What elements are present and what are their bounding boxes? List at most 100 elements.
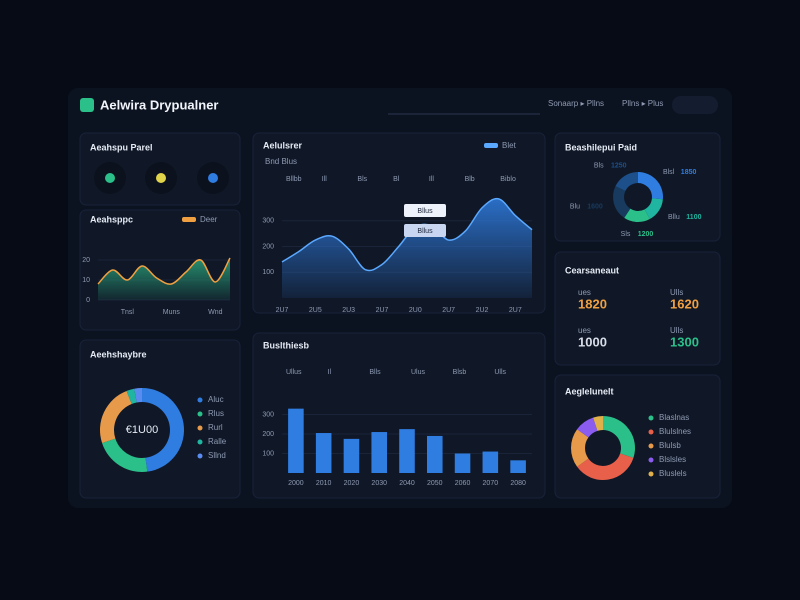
filter: Blsb: [453, 369, 467, 376]
legend-label: Aluc: [208, 395, 224, 404]
legend-marker: [648, 415, 654, 421]
bar: [399, 429, 415, 473]
filter: Blb: [465, 176, 475, 183]
donut-label: Blsl: [663, 169, 675, 176]
legend-marker: [484, 143, 498, 148]
filter: Il: [328, 369, 332, 376]
donut-label: Sls: [621, 231, 631, 238]
donut-segment: [571, 429, 589, 467]
legend-marker: [648, 429, 654, 435]
donut-value: 1850: [681, 169, 697, 176]
bar: [510, 460, 526, 473]
donut-segment: [615, 172, 638, 191]
x-tick-label: 2U5: [309, 307, 322, 314]
x-tick-label: Wnd: [208, 309, 223, 316]
legend-marker: [648, 457, 654, 463]
x-tick-label: 2U7: [276, 307, 289, 314]
donut-value: 1100: [686, 214, 701, 221]
donut-segment: [603, 416, 635, 458]
y-tick-label: 100: [262, 269, 274, 276]
legend-label: Blulslnes: [659, 427, 691, 436]
donut-value: 1600: [587, 204, 603, 211]
legend-marker: [197, 411, 203, 417]
x-tick-label: 2U7: [442, 307, 455, 314]
legend-label: Blulsb: [659, 441, 681, 450]
y-tick-label: 100: [262, 450, 274, 457]
filter: Ill: [322, 176, 328, 183]
legend-label: Blaslnas: [659, 413, 689, 422]
tooltip: [404, 204, 446, 217]
x-tick-label: 2000: [288, 480, 304, 487]
legend-marker: [182, 217, 196, 222]
panel-title: Beashilepui Paid: [565, 142, 637, 152]
legend-marker: [197, 397, 203, 403]
y-tick-label: 10: [82, 277, 90, 284]
stat-label: ues: [578, 326, 591, 335]
panel: [554, 132, 721, 242]
donut-segment: [102, 438, 148, 472]
legend-label: Sllnd: [208, 451, 226, 460]
donut-segment: [638, 172, 663, 200]
stat-label: ues: [578, 288, 591, 297]
filter: Bllbb: [286, 176, 302, 183]
legend-label: Rurl: [208, 423, 223, 432]
tooltip-text: Bllus: [417, 228, 433, 235]
tooltip-text: Bllus: [417, 208, 433, 215]
legend-label: Blslsles: [659, 455, 686, 464]
x-tick-label: 2030: [371, 480, 387, 487]
filter: Biblo: [500, 176, 516, 183]
filter: Bls: [357, 176, 367, 183]
legend-label: Deer: [200, 215, 218, 224]
x-tick-label: Muns: [163, 309, 181, 316]
status-dot: [208, 173, 218, 183]
logo: [80, 98, 94, 112]
stat-label: Ulls: [670, 326, 683, 335]
legend-label: Blet: [502, 141, 517, 150]
y-tick-label: 20: [82, 257, 90, 264]
legend-label: Bluslels: [659, 469, 687, 478]
legend-marker: [197, 425, 203, 431]
donut-segment: [613, 186, 631, 218]
x-tick-label: 2U7: [509, 307, 522, 314]
donut-segment: [126, 388, 137, 404]
subtitle: Bnd Blus: [265, 157, 297, 166]
bar: [427, 435, 443, 473]
x-tick-label: 2070: [483, 480, 499, 487]
x-tick-label: 2060: [455, 480, 471, 487]
y-tick-label: 0: [86, 297, 90, 304]
donut-label: Bls: [594, 163, 604, 170]
stat-label: Ulls: [670, 288, 683, 297]
legend-label: Rlus: [208, 409, 224, 418]
y-tick-label: 300: [262, 411, 274, 418]
panel-title: Aeahsppc: [90, 214, 133, 224]
x-tick-label: 2U2: [476, 307, 489, 314]
app-title: Aelwira Drypualner: [100, 97, 219, 112]
nav-item[interactable]: Pllns ▸ Plus: [622, 99, 663, 108]
bar: [482, 451, 499, 473]
x-tick-label: 2020: [344, 480, 360, 487]
nav-item[interactable]: Sonaarp ▸ Pllns: [548, 99, 604, 108]
area: [98, 258, 230, 300]
donut-segment: [100, 390, 132, 443]
filter: Ill: [429, 176, 435, 183]
stat-value: 1620: [670, 296, 699, 311]
panel: [554, 251, 721, 366]
bar: [288, 408, 304, 473]
y-tick-label: 300: [262, 218, 274, 225]
donut-segment: [593, 416, 603, 431]
search[interactable]: [672, 96, 718, 114]
status-dot: [105, 173, 115, 183]
x-tick-label: 2040: [399, 480, 415, 487]
panel-title: Aeahspu Parel: [90, 142, 153, 152]
donut-value: 1250: [611, 163, 627, 170]
donut-center: €1U00: [126, 424, 158, 436]
x-tick-label: 2U7: [376, 307, 389, 314]
legend-marker: [648, 443, 654, 449]
y-tick-label: 200: [262, 243, 274, 250]
bar: [371, 432, 387, 473]
legend-marker: [648, 471, 654, 477]
panel-title: Cearsaneaut: [565, 265, 619, 275]
donut-segment: [142, 388, 185, 472]
panel-title: Aelulsrer: [263, 140, 303, 150]
